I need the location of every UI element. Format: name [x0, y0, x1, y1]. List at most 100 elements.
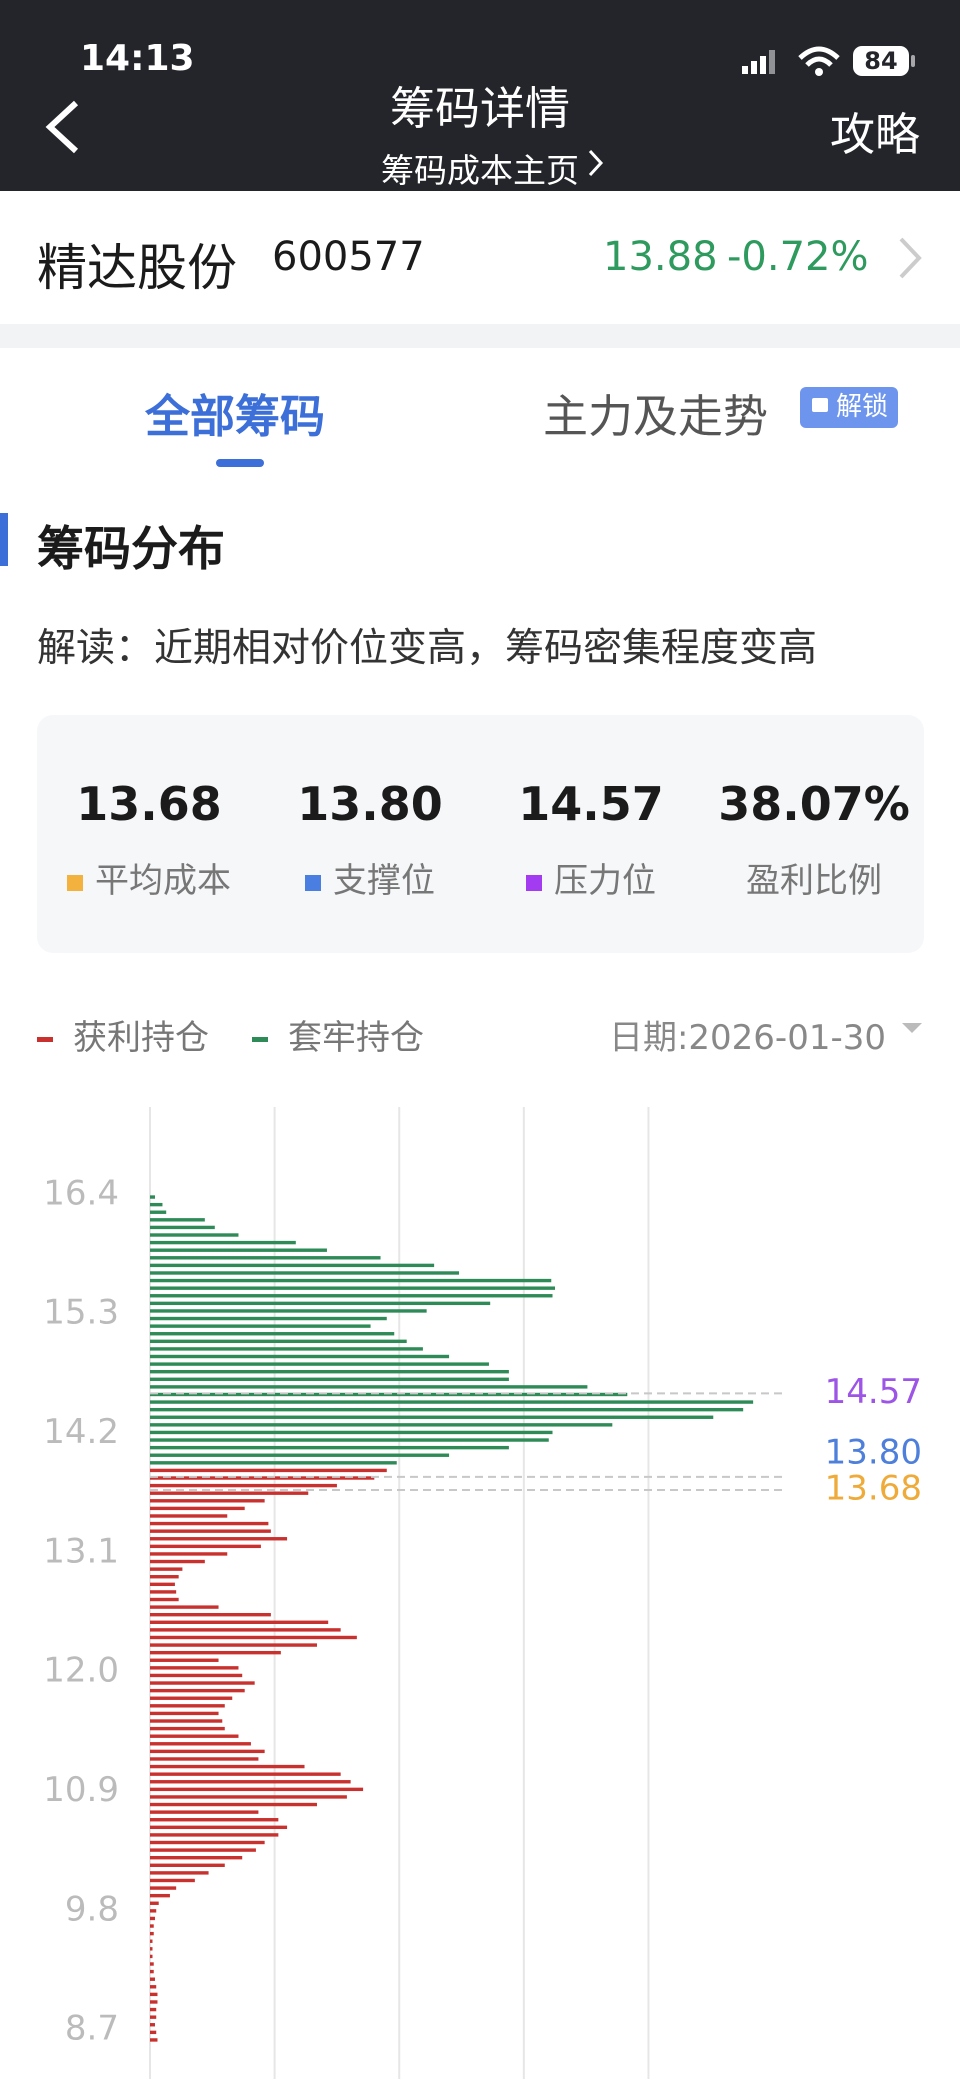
bar: [150, 1924, 154, 1928]
bar: [150, 1582, 175, 1587]
bar: [150, 1962, 154, 1966]
bar: [150, 1225, 215, 1230]
bar: [150, 1749, 265, 1754]
bar: [150, 1453, 450, 1457]
header-title: 筹码详情: [389, 82, 570, 135]
stock-chevron[interactable]: [895, 235, 925, 281]
bar: [150, 1575, 179, 1579]
bar: [150, 1719, 223, 1723]
bar: [150, 1377, 509, 1381]
bar: [150, 1658, 219, 1662]
legend-item: 获利持仓: [37, 1010, 209, 1059]
battery-level: 84: [864, 47, 897, 75]
bar: [150, 1878, 195, 1883]
stock-price: 13.88: [603, 234, 718, 280]
bar: [150, 1407, 744, 1412]
bar: [150, 1263, 435, 1268]
bar: [150, 1202, 163, 1207]
tab[interactable]: 主力及走势: [543, 390, 769, 443]
bar: [150, 1339, 407, 1344]
bar: [150, 1347, 423, 1351]
bar: [150, 1309, 427, 1313]
bar: [150, 1780, 351, 1784]
lock-badge-text: 解锁: [835, 392, 888, 422]
bar: [150, 1552, 228, 1556]
bar: [150, 1461, 397, 1465]
bar: [150, 1233, 239, 1237]
y-tick-label: 14.2: [43, 1412, 119, 1452]
bar: [150, 1521, 269, 1526]
bar: [150, 1240, 296, 1245]
stat-value: 13.80: [297, 777, 443, 831]
bar: [150, 2015, 157, 2019]
reference-label: 13.68: [825, 1468, 922, 1508]
divider: [0, 324, 960, 348]
bar: [150, 1757, 259, 1761]
header-bar: [0, 0, 960, 191]
legend-swatch: [37, 1037, 53, 1042]
y-tick-label: 8.7: [65, 2009, 119, 2049]
bar: [150, 1931, 154, 1936]
stock-name: 精达股份: [37, 239, 237, 297]
stats-card: 13.68 平均成本 13.80 支撑位 14.57 压力位 38.07% 盈利比例: [37, 715, 924, 953]
bar: [150, 1628, 341, 1632]
bar: [150, 1871, 209, 1875]
header-subtitle[interactable]: 筹码成本主页: [381, 151, 579, 190]
bar: [150, 1893, 170, 1898]
bar: [150, 1939, 153, 1943]
reference-label: 14.57: [825, 1372, 922, 1412]
bar: [150, 1605, 219, 1609]
y-tick-label: 13.1: [43, 1531, 119, 1571]
header-action[interactable]: 攻略: [829, 108, 920, 161]
legend-swatch: [252, 1037, 268, 1042]
stat-label: 压力位: [554, 861, 656, 901]
legend-item: 套牢持仓: [252, 1010, 424, 1059]
bar: [150, 1476, 375, 1480]
section-marker: [0, 513, 8, 566]
reference-label: 13.80: [825, 1432, 922, 1472]
lock-badge[interactable]: 解锁: [800, 387, 898, 428]
y-tick-label: 16.4: [43, 1173, 119, 1213]
section-title: 筹码分布: [37, 522, 225, 577]
stock-code: 600577: [272, 234, 425, 280]
bar: [150, 1985, 157, 1989]
bar: [150, 1742, 251, 1746]
bar: [150, 1529, 271, 1533]
bar: [150, 1666, 239, 1670]
y-tick-label: 10.9: [43, 1770, 119, 1810]
stat-swatch: [526, 874, 542, 891]
date-dropdown[interactable]: [900, 1021, 924, 1035]
header-icons: 84: [45, 46, 915, 177]
bar: [150, 1210, 167, 1214]
bar: [150, 1620, 329, 1624]
bar: [150, 1506, 245, 1511]
back-icon[interactable]: [45, 100, 79, 154]
bar: [150, 1301, 491, 1306]
bar: [150, 1772, 341, 1776]
date-selector[interactable]: 日期:2026-01-30: [608, 1018, 886, 1058]
y-tick-label: 12.0: [43, 1651, 119, 1691]
stat-swatch: [305, 874, 321, 891]
bar: [150, 1430, 553, 1435]
legend-label: 获利持仓: [73, 1018, 209, 1058]
bar: [150, 1369, 509, 1374]
bar: [150, 1833, 279, 1837]
stat-swatch: [67, 874, 83, 891]
bar: [150, 1316, 387, 1321]
bar: [150, 1567, 183, 1571]
bar: [150, 1415, 714, 1419]
bar: [150, 1438, 549, 1442]
bar: [150, 1195, 155, 1199]
bar: [150, 1286, 555, 1290]
bar: [150, 1977, 155, 1981]
bar: [150, 1423, 613, 1427]
bar: [150, 1468, 387, 1473]
bar: [150, 1635, 357, 1640]
interpretation: 解读：近期相对价位变高，筹码密集程度变高: [37, 626, 818, 671]
bar: [150, 1385, 588, 1389]
bar: [150, 2023, 155, 2027]
bar: [150, 1218, 205, 1222]
bar: [150, 1711, 219, 1716]
tab-active[interactable]: 全部筹码: [144, 390, 325, 443]
